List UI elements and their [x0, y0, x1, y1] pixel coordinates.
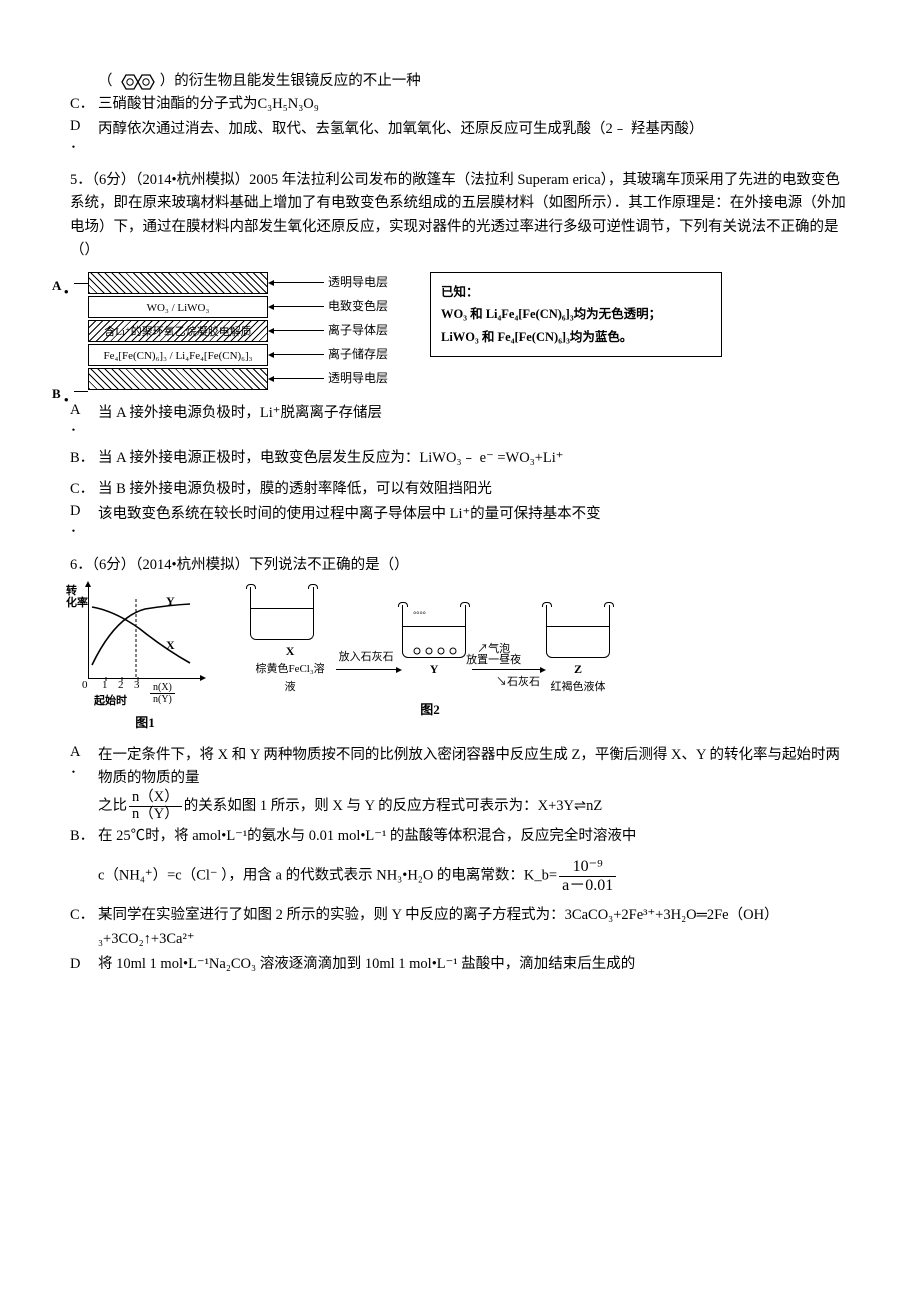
q5-optB: B． 当 A 接外接电源正极时，电致变色层发生反应为：LiWO₃﹣ e⁻ =WO…	[70, 447, 850, 470]
q5-stem: 5．（6分）（2014•杭州模拟）2005 年法拉利公司发布的敞篷车（法拉利 S…	[70, 169, 850, 262]
arrow-1: 放入石灰石	[336, 669, 396, 670]
q6-stem: 6．（6分）（2014•杭州模拟）下列说法不正确的是（）	[70, 554, 850, 577]
layer-label: 电致变色层	[328, 297, 388, 316]
svg-text:Y: Y	[166, 594, 175, 608]
q6-figure-row: Y X 转化率 0 1 2 3 n(X)n(Y) 起始时 图1	[70, 587, 850, 734]
q4-optD: D． 丙醇依次通过消去、加成、取代、去氢氧化、加氧氧化、还原反应可生成乳酸（2﹣…	[70, 118, 850, 153]
layer-label: 透明导电层	[328, 369, 388, 388]
q5-optA: A． 当 A 接外接电源负极时，Li⁺脱离离子存储层	[70, 402, 850, 437]
q4-optB-tail: （ ）的衍生物且能发生银镜反应的不止一种	[98, 70, 850, 93]
terminal-A: A	[52, 276, 61, 297]
layer-box: Fe₄[Fe(CN)₆]₃ / Li₄Fe₄[Fe(CN)₆]₃	[88, 344, 268, 366]
q6-optC: C． 某同学在实验室进行了如图 2 所示的实验，则 Y 中反应的离子方程式为：3…	[70, 904, 850, 950]
beaker-Z	[546, 605, 610, 658]
q5-optC: C． 当 B 接外接电源负极时，膜的透射率降低，可以有效阻挡阳光	[70, 478, 850, 501]
q5-figure-row: A • 透明导电层WO₃ / LiWO₃电致变色层含Li⁺的聚环氧乙烷凝胶电解质…	[70, 272, 850, 392]
layer-label: 离子储存层	[328, 345, 388, 364]
arrow-2: ↗气泡 放置一昼夜 ↘石灰石	[472, 669, 540, 670]
q5-known-box: 已知： WO₃ 和 Li₄Fe₄[Fe(CN)₆]₃均为无色透明； LiWO₃ …	[430, 272, 722, 358]
q5-layer-diagram: A • 透明导电层WO₃ / LiWO₃电致变色层含Li⁺的聚环氧乙烷凝胶电解质…	[70, 272, 400, 392]
q6-optA: A． 在一定条件下，将 X 和 Y 两种物质按不同的比例放入密闭容器中反应生成 …	[70, 744, 850, 823]
layer-box	[88, 368, 268, 390]
terminal-B: B	[52, 384, 61, 405]
layer-box: 含Li⁺的聚环氧乙烷凝胶电解质	[88, 320, 268, 342]
q6-figure2: X 棕黄色FeCl₃溶液 放入石灰石 °°°° Y	[250, 587, 610, 721]
naphthalene-icon	[116, 73, 160, 89]
q6-optB: B． 在 25℃时，将 amol•L⁻¹的氨水与 0.01 mol•L⁻¹ 的盐…	[70, 825, 850, 894]
beaker-X	[250, 587, 314, 640]
layer-box	[88, 272, 268, 294]
beaker-Y: °°°°	[402, 605, 466, 658]
svg-text:X: X	[166, 638, 175, 652]
layer-label: 透明导电层	[328, 273, 388, 292]
q6-optD: D 将 10ml 1 mol•L⁻¹Na₂CO₃ 溶液逐滴滴加到 10ml 1 …	[70, 953, 850, 976]
q6-figure1: Y X 转化率 0 1 2 3 n(X)n(Y) 起始时 图1	[70, 587, 220, 734]
q5-optD: D． 该电致变色系统在较长时间的使用过程中离子导体层中 Li⁺的量可保持基本不变	[70, 503, 850, 538]
q4-optC: C． 三硝酸甘油酯的分子式为C₃H₅N₃O₉	[70, 93, 850, 116]
layer-label: 离子导体层	[328, 321, 388, 340]
layer-box: WO₃ / LiWO₃	[88, 296, 268, 318]
